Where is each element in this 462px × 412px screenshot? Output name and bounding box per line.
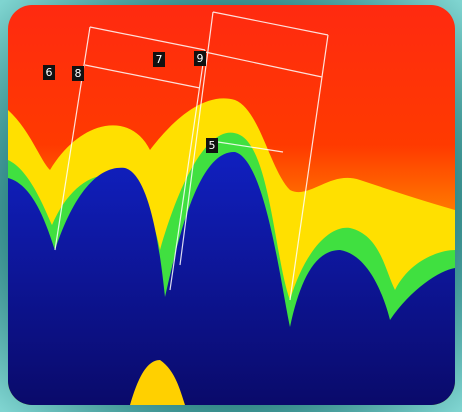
label: 8 [75,67,82,80]
label: 5 [209,139,216,152]
label: 9 [197,52,204,65]
label: 6 [46,66,53,79]
scene: 6 8 7 9 5 [0,0,462,412]
heatmap [8,5,455,405]
label: 7 [156,53,163,66]
page: 6 8 7 9 5 (() => { const data = JSON.par… [0,0,462,412]
